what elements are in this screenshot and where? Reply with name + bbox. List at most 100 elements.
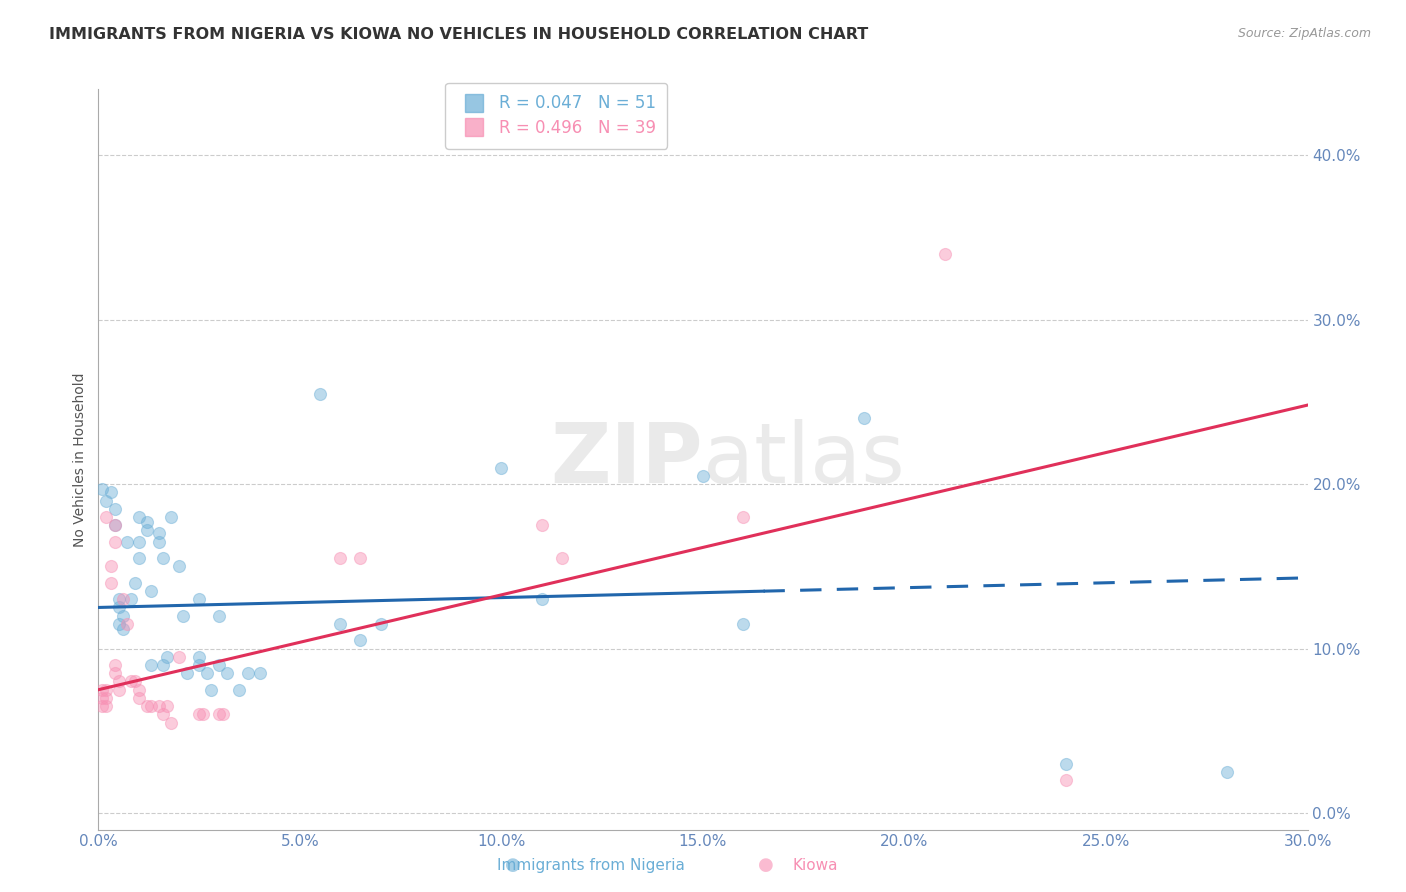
Point <box>188 649 211 664</box>
Point <box>176 666 198 681</box>
Point <box>148 534 170 549</box>
Point <box>96 493 118 508</box>
Point <box>212 707 235 722</box>
Point <box>1054 773 1077 788</box>
Point <box>100 575 122 590</box>
Point <box>124 575 146 590</box>
Point <box>167 649 190 664</box>
Point <box>107 592 129 607</box>
Point <box>172 608 194 623</box>
Point <box>120 674 142 689</box>
Point <box>152 551 174 566</box>
Point <box>96 510 118 524</box>
Y-axis label: No Vehicles in Household: No Vehicles in Household <box>73 372 87 547</box>
Point <box>96 682 118 697</box>
Point <box>128 690 150 705</box>
Point <box>370 616 392 631</box>
Point <box>156 699 179 714</box>
Point <box>329 551 352 566</box>
Point <box>217 666 239 681</box>
Point <box>195 666 218 681</box>
Point <box>107 682 129 697</box>
Point <box>1054 756 1077 771</box>
Point <box>152 658 174 673</box>
Point <box>349 551 371 566</box>
Point <box>128 682 150 697</box>
Point <box>135 523 157 537</box>
Point <box>160 715 183 730</box>
Text: Immigrants from Nigeria: Immigrants from Nigeria <box>496 858 685 872</box>
Point <box>156 649 179 664</box>
Point <box>208 707 231 722</box>
Point <box>551 551 574 566</box>
Point <box>103 658 125 673</box>
Point <box>91 699 114 714</box>
Point <box>167 559 190 574</box>
Point <box>309 386 332 401</box>
Text: ●: ● <box>758 856 775 874</box>
Text: atlas: atlas <box>703 419 904 500</box>
Point <box>329 616 352 631</box>
Point <box>934 246 956 260</box>
Point <box>193 707 215 722</box>
Point <box>236 666 259 681</box>
Point <box>103 518 125 533</box>
Point <box>107 600 129 615</box>
Point <box>103 666 125 681</box>
Point <box>111 622 134 636</box>
Point <box>228 682 250 697</box>
Text: Kiowa: Kiowa <box>793 858 838 872</box>
Point <box>111 608 134 623</box>
Point <box>115 534 138 549</box>
Text: IMMIGRANTS FROM NIGERIA VS KIOWA NO VEHICLES IN HOUSEHOLD CORRELATION CHART: IMMIGRANTS FROM NIGERIA VS KIOWA NO VEHI… <box>49 27 869 42</box>
Point <box>152 707 174 722</box>
Point <box>135 515 157 529</box>
Text: ZIP: ZIP <box>551 419 703 500</box>
Point <box>1216 764 1239 779</box>
Point <box>208 608 231 623</box>
Point <box>139 699 162 714</box>
Point <box>100 485 122 500</box>
Point <box>96 690 118 705</box>
Point <box>853 411 876 425</box>
Point <box>139 584 162 599</box>
Point <box>103 534 125 549</box>
Point <box>91 482 114 496</box>
Point <box>249 666 271 681</box>
Point <box>208 658 231 673</box>
Point <box>100 559 122 574</box>
Point <box>128 510 150 524</box>
Point <box>160 510 183 524</box>
Point <box>188 592 211 607</box>
Point <box>103 501 125 516</box>
Text: Source: ZipAtlas.com: Source: ZipAtlas.com <box>1237 27 1371 40</box>
Point <box>107 674 129 689</box>
Point <box>128 534 150 549</box>
Point <box>188 658 211 673</box>
Point <box>124 674 146 689</box>
Point <box>692 468 714 483</box>
Point <box>733 616 755 631</box>
Point <box>135 699 157 714</box>
Legend: R = 0.047   N = 51, R = 0.496   N = 39: R = 0.047 N = 51, R = 0.496 N = 39 <box>446 83 668 149</box>
Point <box>491 460 513 475</box>
Point <box>148 526 170 541</box>
Point <box>530 518 553 533</box>
Point <box>148 699 170 714</box>
Point <box>115 616 138 631</box>
Point <box>107 616 129 631</box>
Point <box>530 592 553 607</box>
Point <box>96 699 118 714</box>
Point <box>733 510 755 524</box>
Point <box>139 658 162 673</box>
Point <box>188 707 211 722</box>
Point <box>128 551 150 566</box>
Text: ●: ● <box>505 856 522 874</box>
Point <box>91 682 114 697</box>
Point <box>103 518 125 533</box>
Point <box>349 633 371 648</box>
Point <box>200 682 222 697</box>
Point <box>111 592 134 607</box>
Point <box>120 592 142 607</box>
Point <box>91 690 114 705</box>
